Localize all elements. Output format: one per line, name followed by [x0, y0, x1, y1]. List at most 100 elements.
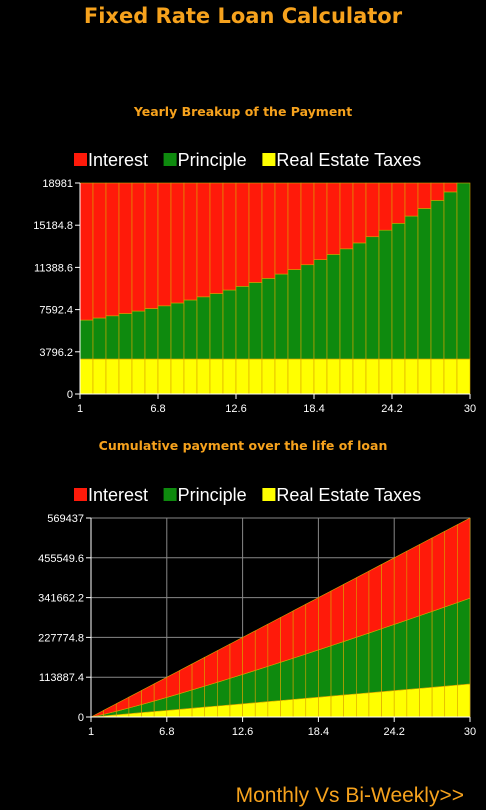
taxes-segment — [209, 358, 224, 395]
principle-segment — [381, 624, 395, 693]
principle-segment — [196, 296, 211, 360]
principle-segment — [204, 681, 218, 708]
taxes-segment — [267, 700, 281, 718]
principle-segment — [355, 632, 370, 695]
x-tick-label: 30 — [464, 726, 476, 738]
interest-segment — [166, 670, 180, 698]
interest-segment — [393, 550, 408, 625]
interest-segment — [79, 182, 94, 321]
principle-segment — [318, 645, 332, 698]
interest-segment — [381, 557, 395, 630]
interest-segment — [92, 182, 107, 319]
taxes-segment — [254, 701, 269, 718]
principle-segment — [217, 677, 231, 707]
principle-segment — [280, 657, 294, 701]
x-tick-label: 12.6 — [232, 726, 253, 738]
taxes-segment — [381, 690, 395, 718]
taxes-segment — [204, 705, 218, 718]
interest-segment — [248, 182, 263, 283]
legend-label-real-estate-taxes: Real Estate Taxes — [276, 150, 421, 170]
taxes-segment — [443, 358, 458, 395]
x-tick-label: 6.8 — [159, 726, 174, 738]
principle-segment — [431, 606, 446, 688]
interest-segment — [144, 182, 159, 309]
y-tick-label: 11388.6 — [34, 262, 73, 274]
interest-segment — [191, 656, 205, 691]
taxes-segment — [118, 358, 133, 395]
principle-segment — [267, 661, 281, 702]
taxes-segment — [144, 358, 159, 395]
principle-segment — [118, 313, 133, 360]
y-tick-label: 569437 — [47, 513, 84, 525]
principle-segment — [326, 254, 341, 360]
principle-segment — [365, 236, 380, 360]
principle-segment — [417, 208, 432, 360]
y-tick-label: 0 — [67, 389, 73, 401]
interest-segment — [118, 182, 133, 314]
principle-segment — [222, 289, 237, 360]
taxes-segment — [393, 689, 408, 718]
taxes-segment — [352, 358, 367, 395]
principle-segment — [274, 273, 289, 360]
principle-segment — [352, 242, 367, 360]
interest-segment — [131, 182, 146, 312]
principle-segment — [305, 649, 319, 699]
legend-swatch-real-estate-taxes — [262, 488, 276, 501]
interest-segment — [274, 182, 289, 275]
taxes-segment — [326, 358, 341, 395]
taxes-segment — [391, 358, 406, 395]
taxes-segment — [79, 358, 94, 395]
y-tick-label: 0 — [78, 712, 84, 724]
y-tick-label: 455549.6 — [38, 553, 84, 565]
interest-segment — [204, 650, 218, 687]
x-tick-label: 24.2 — [383, 726, 404, 738]
interest-segment — [105, 182, 120, 317]
principle-segment — [300, 264, 315, 360]
taxes-segment — [330, 694, 344, 718]
principle-segment — [242, 670, 256, 705]
principle-segment — [444, 602, 458, 687]
legend-label-principle: Principle — [178, 150, 247, 170]
principle-segment — [456, 182, 471, 360]
monthly-vs-biweekly-link[interactable]: Monthly Vs Bi-Weekly>> — [235, 784, 464, 807]
taxes-segment — [287, 358, 302, 395]
interest-segment — [141, 683, 155, 705]
y-tick-label: 341662.2 — [38, 593, 84, 605]
taxes-segment — [229, 703, 243, 718]
principle-segment — [157, 305, 172, 360]
y-tick-label: 7592.4 — [39, 305, 73, 317]
y-tick-label: 227774.8 — [38, 632, 84, 644]
taxes-segment — [430, 358, 445, 395]
interest-segment — [355, 570, 370, 638]
principle-segment — [248, 282, 263, 360]
interest-segment — [242, 630, 256, 675]
taxes-segment — [365, 358, 380, 395]
principle-segment — [393, 619, 408, 691]
interest-segment — [352, 182, 367, 244]
taxes-segment — [105, 358, 120, 395]
principle-segment — [391, 223, 406, 360]
legend-swatch-interest — [74, 488, 87, 501]
x-tick-label: 12.6 — [225, 403, 246, 415]
taxes-segment — [222, 358, 237, 395]
principle-segment — [105, 315, 120, 360]
principle-segment — [430, 200, 445, 360]
interest-segment — [443, 182, 458, 193]
interest-segment — [326, 182, 341, 255]
legend-label-interest: Interest — [88, 485, 148, 505]
interest-segment — [287, 182, 302, 270]
taxes-segment — [318, 695, 332, 718]
interest-segment — [261, 182, 276, 279]
taxes-segment — [457, 683, 471, 718]
taxes-segment — [355, 692, 370, 718]
x-tick-label: 1 — [88, 726, 94, 738]
interest-segment — [254, 623, 269, 671]
legend-label-principle: Principle — [178, 485, 247, 505]
principle-segment — [209, 293, 224, 360]
interest-segment — [404, 182, 419, 217]
interest-segment — [378, 182, 393, 231]
principle-segment — [404, 215, 419, 360]
interest-segment — [229, 636, 243, 679]
interest-segment — [209, 182, 224, 294]
interest-segment — [267, 617, 281, 667]
